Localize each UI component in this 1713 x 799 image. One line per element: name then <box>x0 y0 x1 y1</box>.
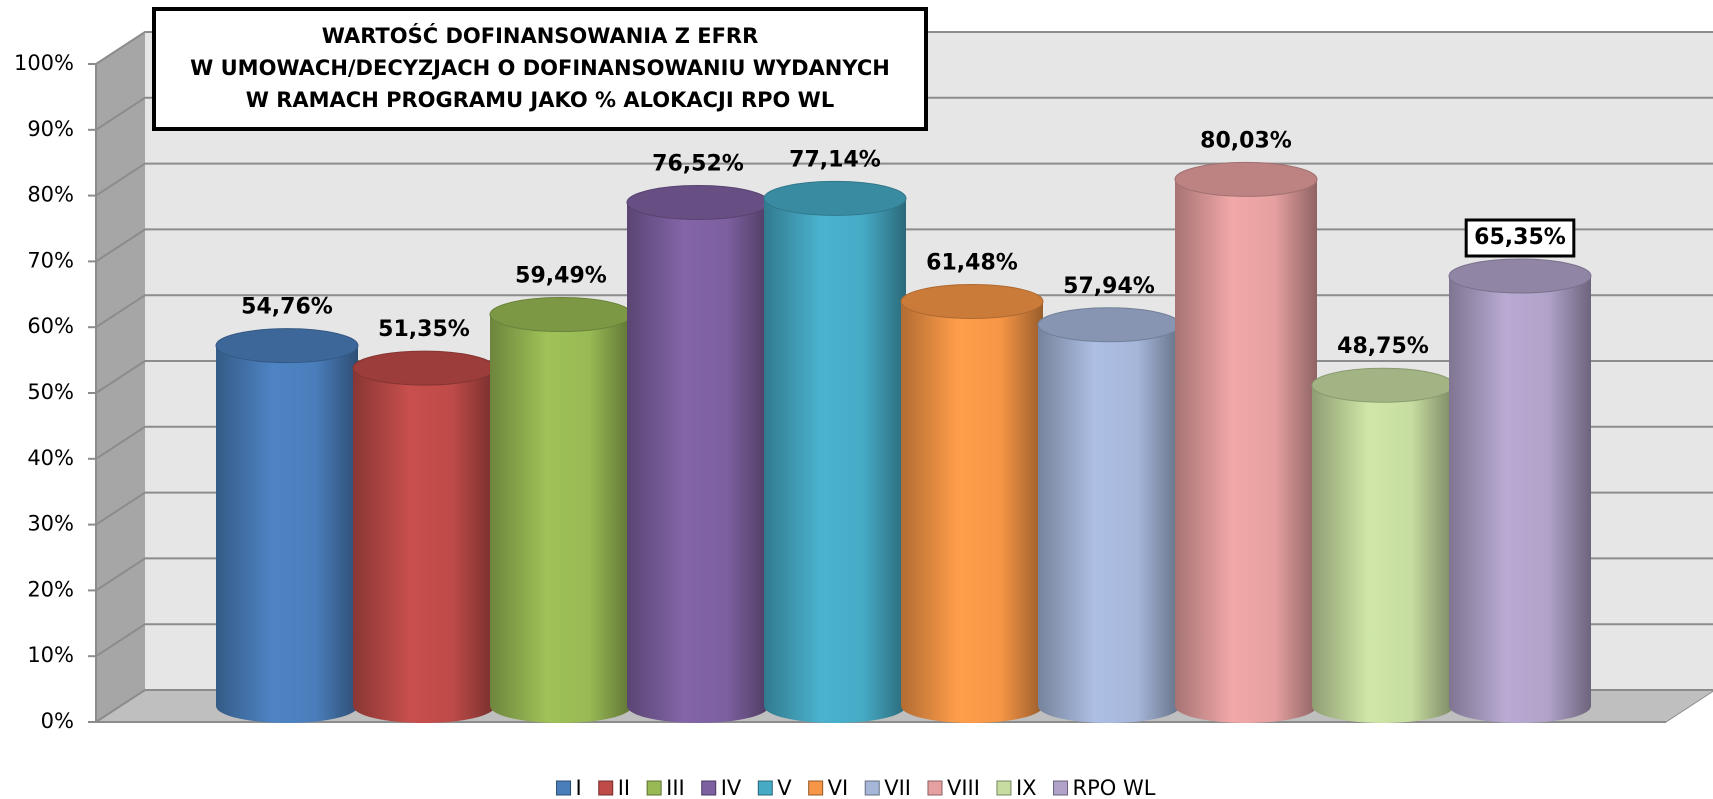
bar <box>490 314 632 723</box>
value-label: 80,03% <box>1200 128 1292 153</box>
legend-label: III <box>666 776 685 799</box>
legend-swatch <box>808 780 824 796</box>
bar <box>901 301 1043 723</box>
legend-swatch <box>701 780 717 796</box>
bar <box>1038 324 1180 723</box>
value-label: 57,94% <box>1063 274 1155 299</box>
bar <box>1449 275 1591 723</box>
legend-label: RPO WL <box>1073 776 1156 799</box>
bar-top <box>489 297 633 333</box>
y-tick-label: 80% <box>27 183 74 207</box>
value-label: 61,48% <box>926 250 1018 275</box>
value-label-box <box>1464 218 1576 258</box>
y-tick-label: 70% <box>27 248 74 272</box>
legend-label: I <box>576 776 582 799</box>
legend-swatch <box>996 780 1012 796</box>
legend-label: IX <box>1016 776 1037 799</box>
legend-swatch <box>646 780 662 796</box>
legend-label: VI <box>828 776 849 799</box>
legend-label: V <box>777 776 792 799</box>
grid-line <box>95 162 1713 197</box>
title-box: WARTOŚĆ DOFINANSOWANIA Z EFRR W UMOWACH/… <box>152 7 928 131</box>
legend-swatch <box>556 780 572 796</box>
y-tick-label: 100% <box>14 51 74 75</box>
bar <box>216 345 358 723</box>
y-tick-label: 0% <box>41 709 74 733</box>
legend-label: VIII <box>947 776 980 799</box>
value-label: 54,76% <box>241 295 333 320</box>
y-tick-label: 90% <box>27 117 74 141</box>
bar-top <box>1174 161 1318 197</box>
bar-top <box>1448 258 1592 294</box>
y-tick-label: 50% <box>27 380 74 404</box>
bar-top <box>1311 367 1455 403</box>
marks: 54,76% 51,35% 59,49% 76,52% 77,14% 61,48% 57,9… <box>215 128 1592 724</box>
value-label: 51,35% <box>378 317 470 342</box>
bar <box>764 198 906 723</box>
value-label: 59,49% <box>515 264 607 289</box>
value-label: 76,52% <box>652 151 744 176</box>
legend-label: II <box>618 776 630 799</box>
bar-top <box>626 184 770 220</box>
title-frame <box>152 7 928 131</box>
legend-label: IV <box>721 776 742 799</box>
legend: I II III IV V VI VII VIII IX RPO WL <box>556 776 1156 799</box>
y-tick-label: 20% <box>27 577 74 601</box>
bar-top <box>763 180 907 216</box>
chart-title: W UMOWACH/DECYZJACH O DOFINANSOWANIU WYD… <box>190 56 890 80</box>
bar-top <box>352 350 496 386</box>
legend-swatch <box>1053 780 1069 796</box>
bar <box>353 368 495 723</box>
bar <box>1312 385 1454 723</box>
bar-top <box>1037 307 1181 343</box>
bar <box>627 202 769 723</box>
value-label: 77,14% <box>789 147 881 172</box>
bar-top <box>900 283 1044 319</box>
legend-swatch <box>598 780 614 796</box>
legend-swatch <box>864 780 880 796</box>
grid-line <box>95 96 1713 131</box>
legend-label: VII <box>884 776 911 799</box>
legend-swatch <box>757 780 773 796</box>
y-tick-label: 10% <box>27 643 74 667</box>
value-label: 65,35% <box>1474 225 1566 250</box>
legend-swatch <box>927 780 943 796</box>
y-tick-label: 30% <box>27 512 74 536</box>
grid-line <box>95 31 1713 65</box>
chart-title: W RAMACH PROGRAMU JAKO % ALOKACJI RPO WL <box>246 88 834 112</box>
y-tick-label: 60% <box>27 314 74 338</box>
value-label: 48,75% <box>1337 334 1429 359</box>
bar <box>1175 179 1317 724</box>
chart-title: WARTOŚĆ DOFINANSOWANIA Z EFRR <box>322 23 759 48</box>
bar-top <box>215 328 359 364</box>
y-tick-label: 40% <box>27 446 74 470</box>
